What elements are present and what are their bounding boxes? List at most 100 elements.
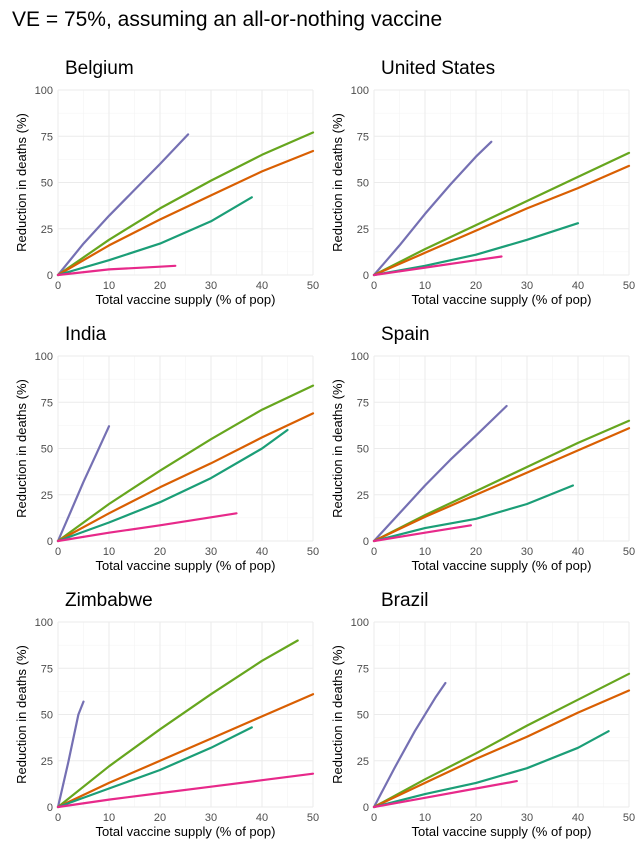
x-tick-label: 30	[205, 280, 217, 292]
x-tick-label: 0	[55, 812, 61, 824]
y-tick-label: 50	[357, 178, 369, 190]
series-line-5	[372, 524, 472, 543]
series-line-3	[372, 164, 631, 277]
series-line-4	[372, 730, 610, 809]
x-tick-label: 0	[55, 280, 61, 292]
series-line-1	[372, 681, 447, 809]
x-tick-label: 20	[154, 280, 166, 292]
y-tick-label: 25	[41, 490, 53, 502]
x-axis-label: Total vaccine supply (% of pop)	[412, 824, 592, 839]
x-axis-label: Total vaccine supply (% of pop)	[96, 824, 276, 839]
series-line-4	[56, 726, 253, 809]
series-line-2	[372, 672, 631, 809]
y-tick-label: 0	[363, 536, 369, 548]
y-axis-label: Reduction in deaths (%)	[330, 113, 345, 252]
y-axis-label: Reduction in deaths (%)	[14, 113, 29, 252]
panel-title: United States	[381, 58, 495, 79]
y-tick-label: 50	[41, 178, 53, 190]
x-tick-label: 30	[521, 546, 533, 558]
x-tick-label: 30	[521, 812, 533, 824]
x-tick-label: 10	[419, 280, 431, 292]
series-line-5	[56, 264, 177, 277]
y-tick-label: 75	[41, 397, 53, 409]
y-tick-label: 25	[357, 224, 369, 236]
chart-svg: 0 10 20 30 40 50 0 25 50 75 100 India Total vaccine …	[14, 324, 319, 573]
panel-title: Brazil	[381, 590, 429, 611]
x-tick-label: 30	[205, 812, 217, 824]
y-tick-label: 100	[35, 351, 53, 363]
series-line-5	[372, 780, 518, 809]
x-tick-label: 50	[307, 812, 319, 824]
y-tick-label: 0	[363, 802, 369, 814]
chart-svg: 0 10 20 30 40 50 0 25 50 75 100 United States Total …	[330, 58, 635, 307]
y-tick-label: 25	[41, 224, 53, 236]
y-axis-label: Reduction in deaths (%)	[14, 645, 29, 784]
chart-svg: 0 10 20 30 40 50 0 25 50 75 100 Brazil Total vaccine…	[330, 590, 635, 839]
y-axis-label: Reduction in deaths (%)	[330, 645, 345, 784]
series-line-4	[56, 428, 289, 543]
x-tick-label: 10	[103, 546, 115, 558]
y-tick-label: 100	[35, 85, 53, 97]
x-tick-label: 50	[307, 280, 319, 292]
x-tick-label: 40	[572, 812, 584, 824]
y-tick-label: 100	[351, 351, 369, 363]
series-line-2	[56, 384, 315, 543]
x-tick-label: 20	[470, 546, 482, 558]
y-tick-label: 100	[351, 617, 369, 629]
y-tick-label: 50	[41, 710, 53, 722]
series-line-3	[56, 412, 315, 543]
series-line-2	[372, 151, 631, 277]
x-tick-label: 20	[470, 812, 482, 824]
x-tick-label: 0	[55, 546, 61, 558]
series-line-5	[56, 512, 238, 543]
y-tick-label: 0	[47, 802, 53, 814]
x-axis-label: Total vaccine supply (% of pop)	[412, 558, 592, 573]
x-tick-label: 20	[470, 280, 482, 292]
y-tick-label: 75	[357, 397, 369, 409]
x-axis-label: Total vaccine supply (% of pop)	[96, 558, 276, 573]
y-tick-label: 25	[357, 756, 369, 768]
x-tick-label: 10	[419, 812, 431, 824]
y-tick-label: 75	[357, 663, 369, 675]
x-tick-label: 20	[154, 546, 166, 558]
x-tick-label: 30	[205, 546, 217, 558]
panel-title: Belgium	[65, 58, 134, 79]
x-tick-label: 50	[623, 812, 635, 824]
series-line-2	[56, 639, 299, 809]
x-tick-label: 40	[572, 546, 584, 558]
series-line-3	[56, 149, 315, 277]
y-tick-label: 100	[351, 85, 369, 97]
chart-panel-spain: 0 10 20 30 40 50 0 25 50 75 100 Spain Total vaccine …	[316, 318, 635, 584]
chart-panel-belgium: 0 10 20 30 40 50 0 25 50 75 100 Belgium Total vaccin…	[0, 52, 319, 318]
x-tick-label: 10	[419, 546, 431, 558]
series-line-3	[372, 689, 631, 809]
x-tick-label: 50	[623, 280, 635, 292]
y-tick-label: 75	[41, 663, 53, 675]
y-tick-label: 50	[357, 444, 369, 456]
series-line-1	[56, 133, 190, 277]
y-tick-label: 100	[35, 617, 53, 629]
series-line-3	[56, 693, 315, 809]
series-line-2	[372, 419, 631, 543]
x-tick-label: 50	[307, 546, 319, 558]
x-tick-label: 10	[103, 280, 115, 292]
series-line-2	[56, 131, 315, 277]
series-line-4	[56, 196, 253, 277]
x-axis-label: Total vaccine supply (% of pop)	[96, 292, 276, 307]
x-tick-label: 40	[256, 546, 268, 558]
chart-svg: 0 10 20 30 40 50 0 25 50 75 100 Belgium Total vaccin…	[14, 58, 319, 307]
figure-title: VE = 75%, assuming an all-or-nothing vac…	[12, 8, 443, 31]
x-tick-label: 40	[572, 280, 584, 292]
x-tick-label: 0	[371, 280, 377, 292]
series-line-1	[56, 425, 111, 543]
x-tick-label: 40	[256, 280, 268, 292]
chart-panel-united-states: 0 10 20 30 40 50 0 25 50 75 100 United States Total …	[316, 52, 635, 318]
series-line-1	[372, 404, 508, 543]
y-tick-label: 25	[357, 490, 369, 502]
x-tick-label: 0	[371, 546, 377, 558]
x-tick-label: 0	[371, 812, 377, 824]
x-tick-label: 50	[623, 546, 635, 558]
y-axis-label: Reduction in deaths (%)	[330, 379, 345, 518]
series-line-5	[372, 255, 503, 277]
x-axis-label: Total vaccine supply (% of pop)	[412, 292, 592, 307]
